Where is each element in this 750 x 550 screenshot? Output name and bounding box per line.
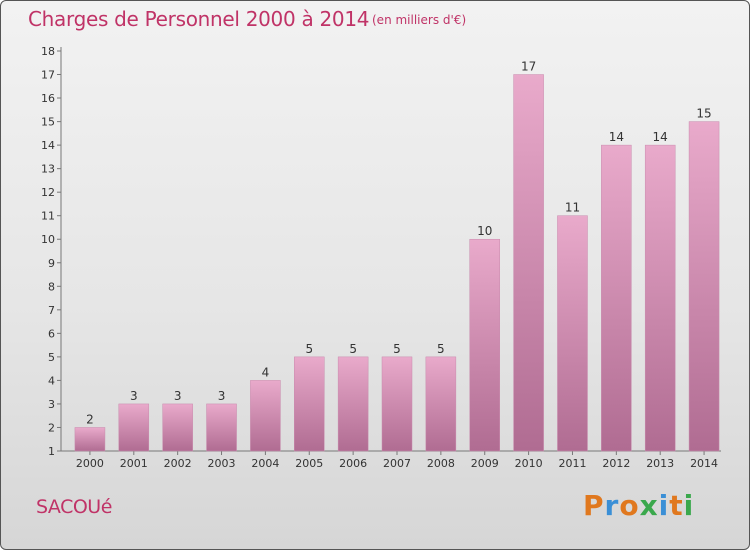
data-label: 5 — [437, 342, 445, 356]
proxiti-logo: Proxiti — [583, 489, 694, 522]
y-tick-label: 8 — [48, 280, 55, 293]
y-tick-label: 11 — [41, 210, 55, 223]
x-tick-label: 2012 — [602, 457, 630, 470]
y-tick-label: 6 — [48, 327, 55, 340]
data-label: 5 — [349, 342, 357, 356]
bar — [294, 356, 325, 452]
data-label: 10 — [477, 224, 492, 238]
x-tick-label: 2011 — [558, 457, 586, 470]
data-label: 4 — [262, 365, 270, 379]
bar — [557, 215, 588, 452]
y-tick-label: 9 — [48, 257, 55, 270]
chart-title: Charges de Personnel 2000 à 2014 — [28, 7, 370, 31]
x-tick-label: 2001 — [120, 457, 148, 470]
logo-letter: P — [583, 489, 605, 522]
bar — [513, 74, 544, 452]
y-tick-label: 13 — [41, 163, 55, 176]
bar — [118, 403, 150, 452]
x-axis: 2000 2001 2002 2003 2004 2005 2006 2007 2008 2009… — [61, 450, 721, 470]
x-tick-label: 2000 — [76, 457, 104, 470]
logo-letter: t — [669, 489, 684, 522]
y-tick-label: 4 — [48, 374, 55, 387]
logo-letter: r — [604, 489, 620, 522]
data-label: 2 — [86, 412, 94, 426]
x-tick-label: 2005 — [295, 457, 323, 470]
bar — [162, 403, 193, 452]
logo-letter: i — [683, 489, 695, 522]
x-tick-label: 2006 — [339, 457, 367, 470]
logo-letter: x — [639, 489, 659, 522]
y-tick-label: 3 — [48, 398, 55, 411]
y-tick-label: 7 — [48, 304, 55, 317]
bar — [644, 144, 676, 452]
y-tick-label: 18 — [41, 45, 55, 58]
bar — [206, 403, 237, 452]
x-tick-label: 2013 — [646, 457, 674, 470]
x-tick-label: 2007 — [383, 457, 411, 470]
bar — [469, 238, 500, 452]
x-tick-label: 2014 — [690, 457, 718, 470]
y-tick-label: 12 — [41, 186, 55, 199]
y-tick-label: 1 — [48, 445, 55, 458]
logo-letter: o — [619, 489, 640, 522]
data-label: 17 — [521, 60, 536, 74]
bar — [381, 356, 413, 452]
data-label: 14 — [653, 130, 668, 144]
bar — [688, 121, 720, 452]
y-tick-label: 5 — [48, 351, 55, 364]
y-tick-label: 15 — [41, 116, 55, 129]
bars: 2 3 3 3 4 5 5 5 5 10 17 11 14 14 15 — [74, 60, 720, 452]
y-tick-label: 10 — [41, 233, 55, 246]
data-label: 15 — [696, 107, 711, 121]
x-tick-label: 2010 — [515, 457, 543, 470]
bar — [601, 144, 632, 452]
data-label: 5 — [305, 342, 313, 356]
y-tick-label: 16 — [41, 92, 55, 105]
data-label: 14 — [609, 130, 624, 144]
x-tick-label: 2004 — [251, 457, 279, 470]
data-label: 3 — [130, 389, 138, 403]
y-tick-label: 17 — [41, 69, 55, 82]
data-label: 3 — [174, 389, 182, 403]
commune-name: SACOUé — [36, 496, 112, 518]
bar — [74, 427, 106, 452]
x-tick-label: 2002 — [164, 457, 192, 470]
bar — [425, 356, 457, 452]
x-tick-label: 2009 — [471, 457, 499, 470]
x-tick-label: 2003 — [208, 457, 236, 470]
bar — [250, 380, 281, 452]
x-tick-label: 2008 — [427, 457, 455, 470]
data-label: 3 — [218, 389, 226, 403]
data-label: 11 — [565, 201, 580, 215]
logo-letter: i — [658, 489, 670, 522]
y-tick-label: 14 — [41, 139, 55, 152]
y-tick-label: 2 — [48, 421, 55, 434]
bar — [337, 356, 369, 452]
chart-subtitle: (en milliers d'€) — [372, 13, 467, 27]
data-label: 5 — [393, 342, 401, 356]
